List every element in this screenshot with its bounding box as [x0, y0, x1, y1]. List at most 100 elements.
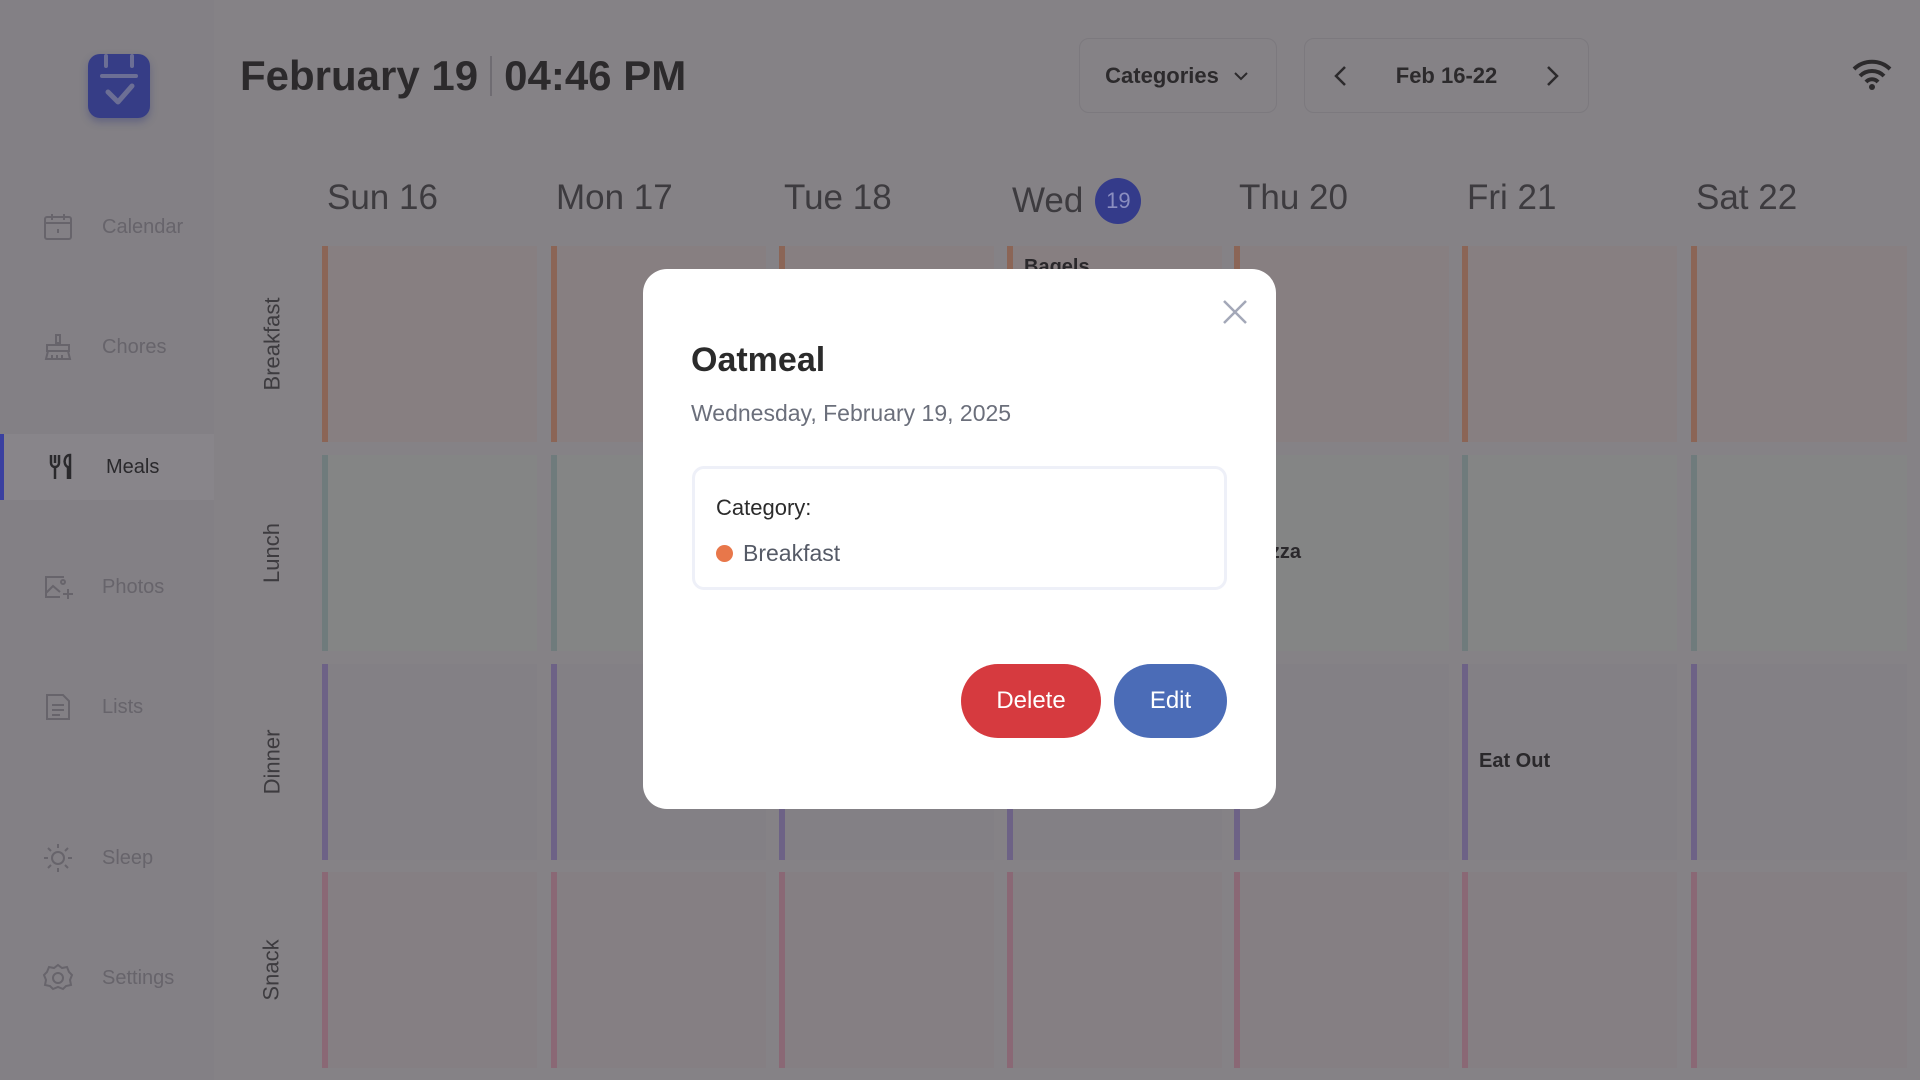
category-bar	[1234, 872, 1240, 1068]
day-label: Sun 16	[327, 178, 438, 217]
category-label: Category:	[716, 495, 812, 520]
day-header: Sat 22	[1696, 178, 1797, 218]
meal-cell[interactable]	[322, 872, 550, 1068]
day-label: Thu 20	[1239, 178, 1348, 217]
close-icon[interactable]	[1220, 297, 1250, 327]
category-bar	[1462, 872, 1468, 1068]
meal-cell[interactable]	[322, 246, 550, 442]
photo-add-icon	[45, 576, 73, 599]
day-header: Fri 21	[1467, 178, 1556, 218]
category-bar	[1462, 664, 1468, 860]
cell-background	[328, 455, 537, 651]
sidebar-item-lists[interactable]: Lists	[0, 674, 214, 740]
app-logo	[88, 54, 150, 118]
sidebar-item-meals[interactable]: Meals	[0, 434, 214, 500]
cell-background	[1240, 872, 1449, 1068]
current-datetime: February 19 04:46 PM	[240, 52, 686, 100]
current-time: 04:46 PM	[504, 52, 687, 99]
sidebar-item-label: Calendar	[102, 215, 184, 238]
cell-background	[1468, 455, 1677, 651]
cell-background	[1468, 246, 1677, 442]
sidebar-item-label: Chores	[102, 335, 167, 358]
cell-background	[1697, 246, 1907, 442]
category-bar	[779, 872, 785, 1068]
day-label: Tue 18	[784, 178, 892, 217]
cell-background	[1697, 455, 1907, 651]
category-bar	[551, 455, 557, 651]
chevron-down-icon	[1234, 71, 1248, 80]
meal-cell[interactable]	[1691, 664, 1920, 860]
sidebar-item-label: Photos	[102, 575, 165, 598]
cell-background	[1468, 872, 1677, 1068]
sidebar-item-chores[interactable]: Chores	[0, 314, 214, 380]
category-bar	[1691, 872, 1697, 1068]
sidebar-item-settings[interactable]: Settings	[0, 945, 214, 1011]
category-bar	[322, 872, 328, 1068]
cell-background	[1468, 664, 1677, 860]
meal-item[interactable]: Eat Out	[1479, 750, 1551, 772]
meal-cell[interactable]	[1462, 455, 1690, 651]
day-label: Sat 22	[1696, 178, 1798, 217]
meal-date: Wednesday, February 19, 2025	[691, 400, 1012, 426]
category-bar	[322, 246, 328, 442]
day-header: Wed 19	[1012, 178, 1142, 224]
category-bar	[1691, 246, 1697, 442]
meal-cell[interactable]	[322, 455, 550, 651]
meal-cell[interactable]	[1691, 455, 1920, 651]
utensils-icon	[49, 453, 72, 479]
meal-cell[interactable]	[551, 872, 779, 1068]
meal-cell[interactable]	[1691, 246, 1920, 442]
prev-week-button[interactable]	[1331, 64, 1351, 88]
meal-cell[interactable]	[1007, 872, 1235, 1068]
meal-cell[interactable]	[1462, 246, 1690, 442]
category-color-dot	[716, 545, 733, 562]
meal-detail-modal: Oatmeal Wednesday, February 19, 2025 Cat…	[643, 269, 1276, 809]
delete-button[interactable]: Delete	[961, 664, 1101, 738]
category-bar	[1691, 455, 1697, 651]
category-value: Breakfast	[716, 540, 840, 567]
day-header: Sun 16	[327, 178, 438, 218]
day-header: Mon 17	[556, 178, 673, 218]
category-bar	[551, 872, 557, 1068]
category-box: Category: Breakfast	[692, 466, 1227, 590]
category-bar	[322, 664, 328, 860]
edit-button[interactable]: Edit	[1114, 664, 1227, 738]
wifi-icon	[1852, 59, 1892, 90]
meal-cell[interactable]: Eat Out	[1462, 664, 1690, 860]
cell-background	[328, 664, 537, 860]
gear-icon	[42, 963, 74, 991]
category-bar	[1462, 246, 1468, 442]
meal-cell[interactable]	[1691, 872, 1920, 1068]
cell-background	[328, 246, 537, 442]
sidebar-item-photos[interactable]: Photos	[0, 554, 214, 620]
meal-cell[interactable]	[1234, 872, 1462, 1068]
day-label: Fri 21	[1467, 178, 1557, 217]
category-bar	[551, 664, 557, 860]
meal-cell[interactable]	[322, 664, 550, 860]
sidebar-item-label: Settings	[102, 966, 175, 989]
cell-background	[1013, 872, 1222, 1068]
sidebar-item-sleep[interactable]: Sleep	[0, 825, 214, 891]
calendar-icon	[44, 214, 72, 240]
category-bar	[1462, 455, 1468, 651]
meal-title: Oatmeal	[691, 341, 826, 379]
categories-label: Categories	[1105, 62, 1219, 88]
categories-dropdown[interactable]: Categories	[1079, 38, 1277, 113]
category-name: Breakfast	[743, 540, 841, 566]
category-bar	[1691, 664, 1697, 860]
sidebar-item-calendar[interactable]: Calendar	[0, 194, 214, 260]
sidebar-item-label: Meals	[106, 455, 160, 478]
meal-cell[interactable]	[779, 872, 1007, 1068]
cell-background	[1697, 664, 1907, 860]
meal-cell[interactable]	[1462, 872, 1690, 1068]
row-label-dinner: Dinner	[259, 729, 284, 795]
next-week-button[interactable]	[1542, 64, 1562, 88]
day-header: Tue 18	[784, 178, 892, 218]
broom-icon	[44, 334, 72, 360]
category-bar	[1007, 872, 1013, 1068]
sidebar-item-label: Lists	[102, 695, 144, 718]
calendar-check-icon	[100, 54, 138, 105]
row-label-breakfast: Breakfast	[259, 297, 284, 391]
day-header: Thu 20	[1239, 178, 1348, 218]
sun-icon	[44, 844, 72, 872]
